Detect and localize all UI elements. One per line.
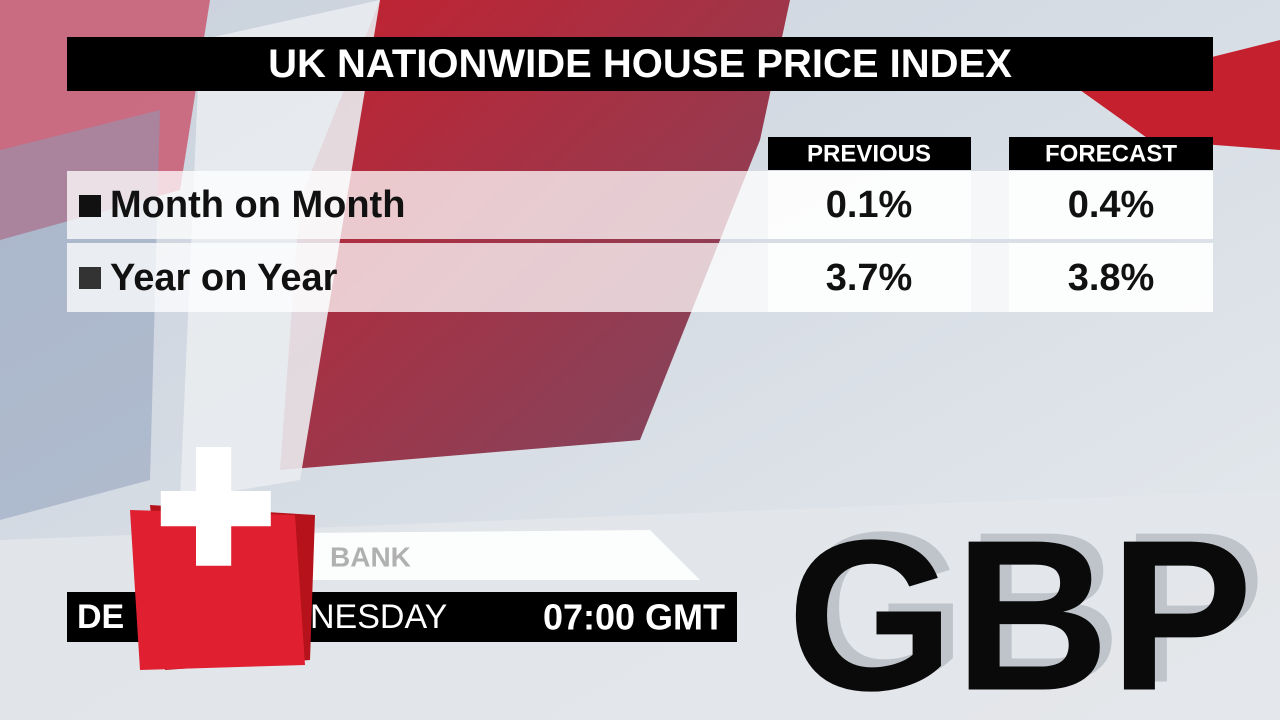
cross bbox=[160, 447, 271, 566]
bg-shape bbox=[1080, 40, 1280, 150]
title-bar bbox=[67, 37, 1213, 91]
time: 07:00 GMT bbox=[543, 597, 725, 638]
column-header-bg bbox=[1009, 137, 1213, 170]
bullet bbox=[79, 195, 101, 217]
currency-shadow: GBP bbox=[799, 487, 1265, 720]
ticker-bar bbox=[300, 530, 700, 580]
cell-bg bbox=[768, 171, 971, 239]
cell-bg bbox=[768, 243, 971, 312]
ticker: BANK bbox=[330, 542, 411, 573]
column-header-bg bbox=[768, 137, 971, 170]
currency: GBP bbox=[787, 495, 1253, 720]
row-label: Year on Year bbox=[110, 257, 338, 299]
cell-value: 0.4% bbox=[1068, 184, 1155, 226]
cell-bg bbox=[1009, 243, 1213, 312]
bullet bbox=[79, 267, 101, 289]
column-header: FORECAST bbox=[1045, 141, 1177, 168]
cell-value: 0.1% bbox=[826, 184, 913, 226]
title: UK NATIONWIDE HOUSE PRICE INDEX bbox=[268, 42, 1012, 86]
date-start: DE bbox=[77, 598, 124, 636]
cell-value: 3.8% bbox=[1068, 257, 1155, 299]
date-end: NESDAY bbox=[310, 598, 447, 636]
row-label: Month on Month bbox=[110, 184, 405, 226]
column-header: PREVIOUS bbox=[807, 141, 931, 168]
cube bbox=[130, 510, 305, 670]
cell-bg bbox=[1009, 171, 1213, 239]
cell-value: 3.7% bbox=[826, 257, 913, 299]
